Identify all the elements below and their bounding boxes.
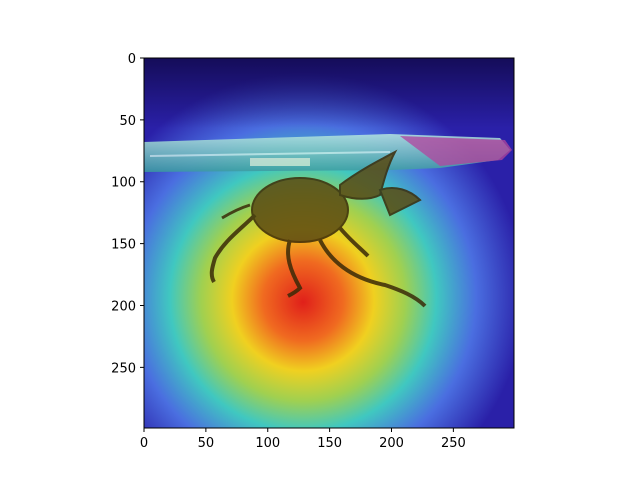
y-tick-label: 150 — [111, 238, 136, 253]
beetle-shape — [209, 149, 427, 308]
image-layer — [144, 58, 514, 428]
axes-frame — [143, 57, 515, 429]
y-tick-label: 100 — [111, 176, 136, 191]
y-axis-ticks: 0 50 100 150 200 250 — [111, 52, 144, 376]
y-tick-label: 200 — [111, 299, 136, 314]
x-axis-ticks: 0 50 100 150 200 250 — [140, 428, 466, 451]
x-tick-label: 0 — [140, 436, 148, 451]
x-tick-label: 250 — [441, 436, 466, 451]
x-tick-label: 150 — [317, 436, 342, 451]
heatmap-top-shade — [144, 58, 514, 128]
x-tick-label: 200 — [379, 436, 404, 451]
y-tick-label: 250 — [111, 361, 136, 376]
x-tick-label: 100 — [255, 436, 280, 451]
pen-shape — [144, 134, 512, 172]
y-tick-label: 0 — [128, 52, 136, 67]
x-tick-label: 50 — [198, 436, 215, 451]
y-tick-label: 50 — [119, 114, 136, 129]
